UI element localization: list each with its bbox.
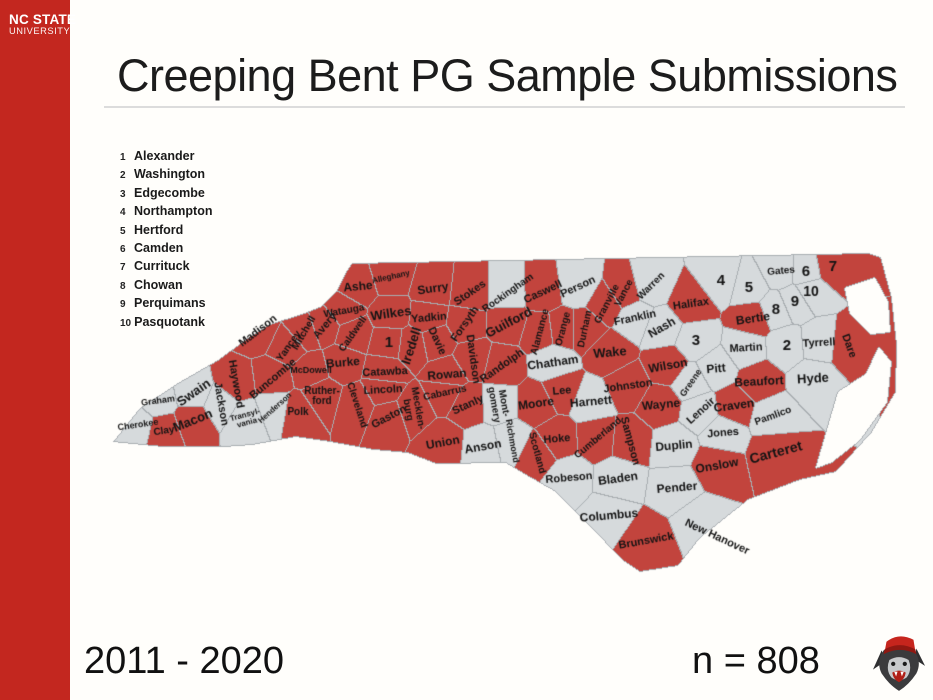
legend-item-name: Northampton — [134, 204, 213, 219]
nc-county-map — [108, 246, 932, 596]
legend-item-name: Washington — [134, 167, 206, 182]
legend-item-name: Hertford — [134, 222, 184, 237]
legend-item: 4 Northampton — [120, 204, 212, 218]
legend-item-name: Edgecombe — [134, 185, 205, 200]
brand-line1: NC STATE — [9, 12, 77, 27]
legend-item-number: 1 — [120, 152, 126, 163]
legend-item: 5 Hertford — [120, 223, 212, 237]
title-divider — [104, 106, 905, 108]
page-title: Creeping Bent PG Sample Submissions — [117, 50, 898, 101]
legend-item: 1 Alexander — [120, 149, 212, 163]
legend-item: 3 Edgecombe — [120, 186, 212, 200]
legend-item-number: 5 — [120, 225, 126, 237]
nc-state-logo: NC STATE UNIVERSITY — [9, 12, 77, 37]
legend-item-number: 3 — [120, 188, 126, 200]
legend-item-number: 2 — [120, 170, 126, 182]
brand-line2: UNIVERSITY — [9, 26, 71, 37]
date-range-label: 2011 - 2020 — [84, 640, 285, 682]
nc-state-wolf-logo — [872, 636, 926, 691]
nc-state-brand-stripe: NC STATE UNIVERSITY — [0, 0, 76, 700]
legend-item-number: 4 — [120, 207, 126, 219]
legend-item-name: Alexander — [134, 149, 195, 163]
sample-count-label: n = 808 — [692, 640, 820, 682]
legend-item: 2 Washington — [120, 167, 212, 181]
